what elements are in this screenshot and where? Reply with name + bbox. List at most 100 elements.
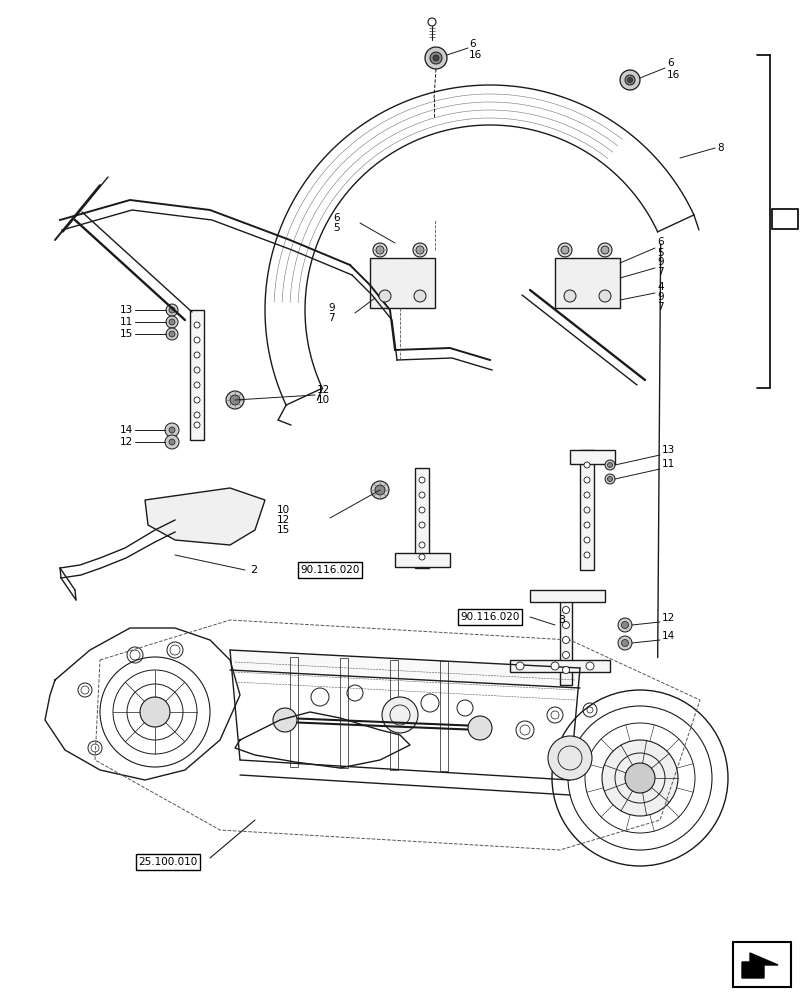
Circle shape: [547, 736, 591, 780]
Bar: [509, 660, 609, 672]
Circle shape: [432, 55, 439, 61]
Polygon shape: [741, 953, 777, 978]
Text: 9: 9: [328, 303, 335, 313]
Circle shape: [583, 492, 590, 498]
FancyBboxPatch shape: [771, 209, 797, 229]
Text: 25.100.010: 25.100.010: [138, 857, 197, 867]
Text: 7: 7: [328, 313, 335, 323]
Circle shape: [372, 243, 387, 257]
Circle shape: [169, 331, 175, 337]
Circle shape: [620, 70, 639, 90]
Circle shape: [624, 75, 634, 85]
Bar: [394, 553, 449, 567]
Bar: [554, 258, 620, 308]
Circle shape: [165, 316, 178, 328]
Circle shape: [600, 246, 608, 254]
Bar: [290, 657, 298, 767]
Text: 14: 14: [661, 631, 675, 641]
Circle shape: [627, 78, 632, 83]
Circle shape: [562, 621, 569, 629]
Text: 5: 5: [656, 248, 663, 258]
Circle shape: [560, 246, 569, 254]
Circle shape: [418, 554, 424, 560]
Circle shape: [586, 662, 594, 670]
Circle shape: [418, 477, 424, 483]
Bar: [190, 310, 204, 440]
Text: 2: 2: [250, 565, 257, 575]
Circle shape: [620, 640, 628, 647]
Circle shape: [418, 542, 424, 548]
Circle shape: [194, 422, 200, 428]
Circle shape: [415, 246, 423, 254]
Text: 6: 6: [333, 213, 340, 223]
Text: 1: 1: [779, 213, 788, 226]
Circle shape: [194, 352, 200, 358]
Circle shape: [617, 636, 631, 650]
Text: 15: 15: [277, 525, 290, 535]
Circle shape: [413, 243, 427, 257]
Text: 7: 7: [656, 267, 663, 277]
Circle shape: [418, 507, 424, 513]
Text: 90.116.020: 90.116.020: [460, 612, 519, 622]
Text: 7: 7: [656, 302, 663, 312]
Bar: [370, 258, 435, 308]
Bar: [579, 450, 594, 570]
Text: 10: 10: [316, 395, 330, 405]
Circle shape: [557, 243, 571, 257]
Circle shape: [375, 485, 384, 495]
Bar: [440, 661, 448, 771]
Text: 12: 12: [316, 385, 330, 395]
Text: 90.116.020: 90.116.020: [300, 565, 359, 575]
Text: 11: 11: [661, 459, 675, 469]
Text: 15: 15: [119, 329, 133, 339]
Circle shape: [562, 606, 569, 613]
Bar: [530, 590, 604, 602]
Circle shape: [617, 618, 631, 632]
Circle shape: [430, 52, 441, 64]
Circle shape: [624, 763, 654, 793]
Circle shape: [371, 481, 388, 499]
Circle shape: [620, 621, 628, 629]
Bar: [560, 595, 571, 685]
Circle shape: [583, 507, 590, 513]
Circle shape: [467, 716, 491, 740]
Circle shape: [165, 435, 178, 449]
Text: 9: 9: [656, 257, 663, 267]
Text: 12: 12: [661, 613, 675, 623]
Circle shape: [583, 477, 590, 483]
Text: 6: 6: [666, 58, 673, 68]
Text: 5: 5: [333, 223, 340, 233]
Text: 4: 4: [656, 282, 663, 292]
Text: 16: 16: [666, 70, 680, 80]
Circle shape: [599, 290, 610, 302]
Text: 6: 6: [469, 39, 475, 49]
Circle shape: [165, 304, 178, 316]
Text: 10: 10: [277, 505, 290, 515]
Circle shape: [139, 697, 169, 727]
Circle shape: [562, 666, 569, 674]
Circle shape: [225, 391, 243, 409]
Circle shape: [381, 697, 418, 733]
Circle shape: [418, 492, 424, 498]
Circle shape: [375, 246, 384, 254]
Circle shape: [607, 477, 611, 482]
Circle shape: [379, 290, 391, 302]
Circle shape: [604, 474, 614, 484]
Text: 9: 9: [656, 292, 663, 302]
Circle shape: [597, 243, 611, 257]
Bar: [340, 658, 348, 768]
Bar: [569, 450, 614, 464]
Bar: [414, 468, 428, 568]
Polygon shape: [145, 488, 264, 545]
Circle shape: [424, 47, 446, 69]
Circle shape: [583, 462, 590, 468]
Circle shape: [194, 322, 200, 328]
Circle shape: [230, 395, 240, 405]
Text: 12: 12: [277, 515, 290, 525]
Text: 13: 13: [119, 305, 133, 315]
Circle shape: [169, 439, 175, 445]
Circle shape: [165, 423, 178, 437]
Circle shape: [165, 328, 178, 340]
Circle shape: [551, 662, 558, 670]
Text: 14: 14: [119, 425, 133, 435]
